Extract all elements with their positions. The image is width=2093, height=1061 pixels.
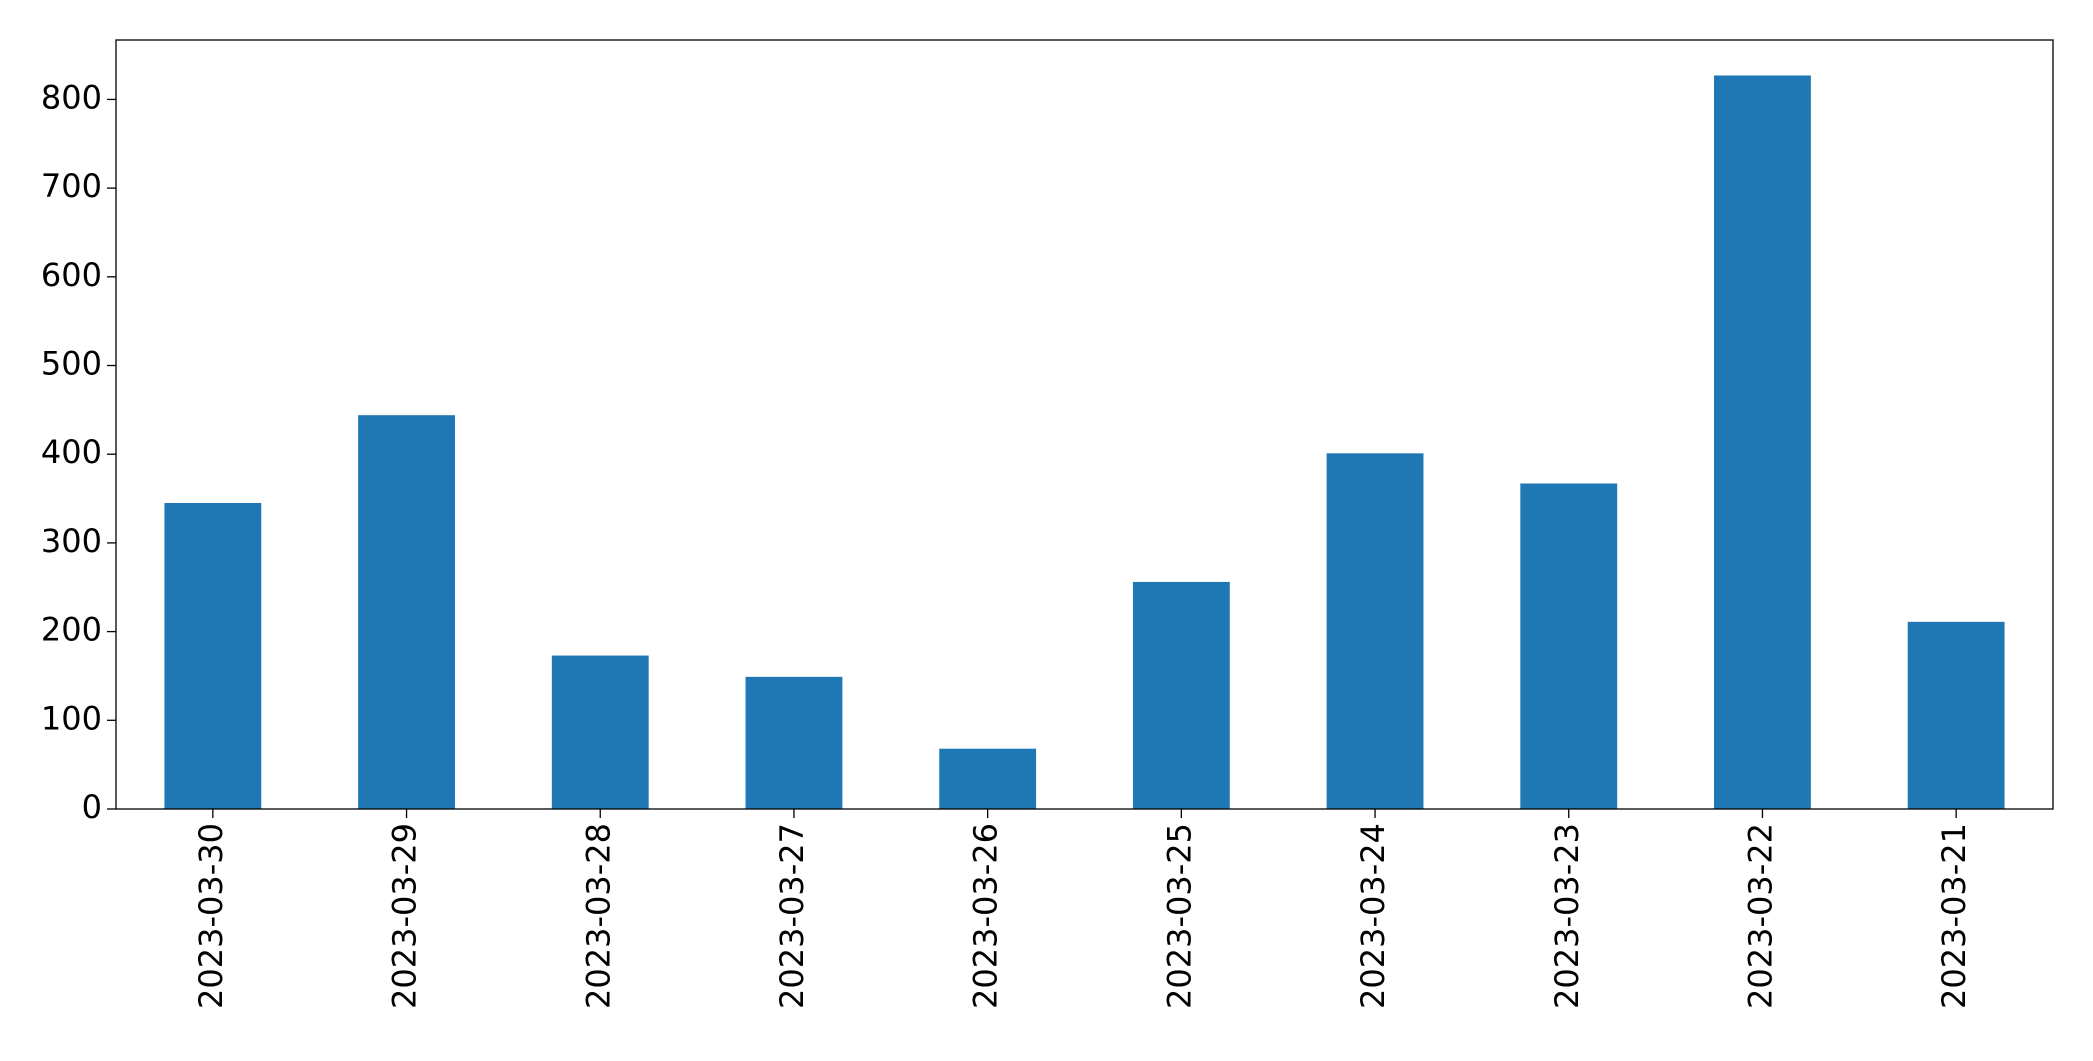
y-tick-label: 400 <box>41 433 102 471</box>
bar <box>939 748 1037 809</box>
x-tick-label: 2023-03-24 <box>1354 823 1392 1009</box>
bar <box>1907 621 2005 809</box>
y-tick-label: 0 <box>82 788 102 826</box>
bar <box>1132 581 1230 809</box>
x-tick-label: 2023-03-29 <box>386 823 424 1009</box>
x-tick-label: 2023-03-22 <box>1741 823 1779 1009</box>
bar <box>358 415 455 809</box>
y-tick-label: 200 <box>41 611 102 649</box>
y-tick-label: 800 <box>41 78 102 116</box>
x-tick-label: 2023-03-21 <box>1935 823 1973 1009</box>
bar <box>1714 75 1811 810</box>
bar <box>551 655 649 809</box>
x-tick-label: 2023-03-26 <box>967 823 1005 1009</box>
bar <box>164 502 262 809</box>
x-tick-label: 2023-03-23 <box>1548 823 1586 1009</box>
y-tick-label: 100 <box>41 699 102 737</box>
bar <box>745 676 843 809</box>
plot-frame <box>115 39 2054 810</box>
bar <box>1326 453 1424 809</box>
y-tick-label: 700 <box>41 167 102 205</box>
x-tick-label: 2023-03-25 <box>1160 823 1198 1009</box>
x-tick-label: 2023-03-28 <box>579 823 617 1009</box>
y-tick-label: 300 <box>41 522 102 560</box>
bar <box>1520 483 1618 809</box>
y-tick-label: 500 <box>41 345 102 383</box>
x-tick-label: 2023-03-30 <box>192 823 230 1009</box>
y-tick-label: 600 <box>41 256 102 294</box>
x-tick-label: 2023-03-27 <box>773 823 811 1009</box>
